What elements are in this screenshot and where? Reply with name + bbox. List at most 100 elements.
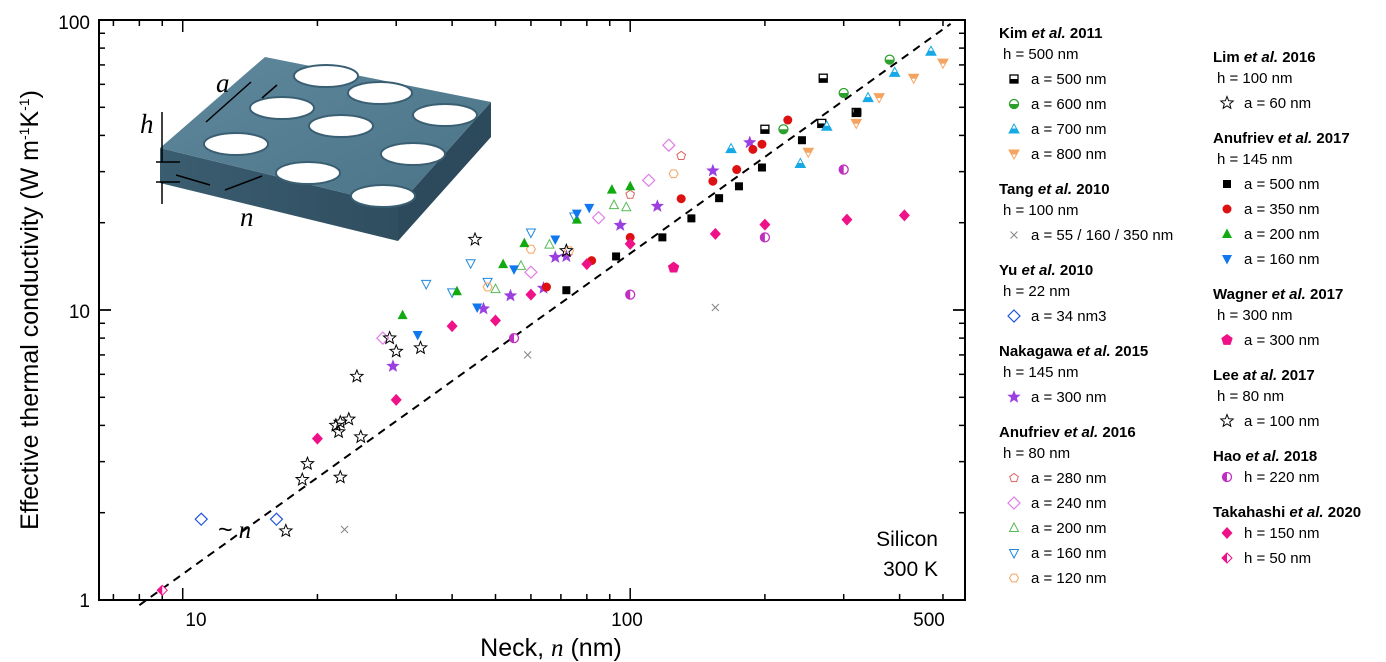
legend-marker [1221, 471, 1233, 483]
material-label: Silicon [876, 528, 938, 551]
data-point [563, 246, 575, 256]
data-point [925, 45, 937, 56]
data-point [794, 157, 807, 169]
data-point [341, 411, 357, 426]
y-tick-label-10: 10 [69, 302, 90, 323]
legend-marker [1008, 149, 1020, 161]
trend-line [138, 23, 952, 606]
data-point [340, 525, 349, 534]
data-point [467, 231, 483, 246]
data-point [446, 320, 458, 333]
data-point [332, 469, 348, 484]
legend-marker [1010, 231, 1018, 239]
data-point [420, 279, 432, 290]
data-point [156, 584, 168, 597]
data-point [612, 252, 621, 261]
data-point [748, 144, 758, 154]
legend-group-subtitle: h = 100 nm [1217, 70, 1292, 87]
legend-marker [1008, 521, 1020, 532]
legend-marker [1008, 122, 1020, 134]
legend-group-title: Wagner et al. 2017 [1213, 286, 1343, 303]
legend-entry: a = 700 nm [1031, 121, 1106, 138]
data-point [625, 180, 636, 191]
data-point [548, 250, 562, 263]
legend-group-title: Anufriev et al. 2017 [1213, 130, 1350, 147]
data-point [525, 244, 536, 254]
data-markers [156, 45, 949, 597]
data-point [591, 210, 606, 225]
legend-marker [1222, 255, 1232, 265]
data-point [509, 265, 520, 275]
data-point [451, 285, 462, 296]
data-point [884, 54, 895, 65]
legend-group-subtitle: h = 145 nm [1217, 151, 1292, 168]
data-point [708, 176, 718, 186]
data-point [676, 194, 686, 204]
legend-marker [1008, 573, 1020, 583]
data-point [571, 209, 582, 220]
data-point [608, 199, 620, 210]
legend-marker [1219, 95, 1235, 110]
legend-group-title: Lim et al. 2016 [1213, 49, 1316, 66]
data-point [269, 512, 284, 527]
trend-label: ~ n [218, 516, 251, 544]
data-point [194, 512, 209, 527]
legend-marker [1007, 390, 1021, 403]
data-point [584, 203, 595, 214]
temperature-label: 300 K [883, 558, 938, 581]
data-point [668, 169, 679, 179]
data-point [818, 73, 828, 83]
x-tick-label-100: 100 [611, 610, 643, 631]
data-point [734, 182, 743, 191]
data-point [650, 199, 664, 212]
data-point [386, 359, 400, 372]
data-point [797, 136, 806, 145]
legend-group-title: Kim et al. 2011 [999, 25, 1102, 42]
data-point [278, 523, 294, 538]
data-point [759, 218, 771, 231]
legend-marker [1009, 472, 1019, 483]
data-point [525, 288, 537, 301]
data-point [898, 209, 910, 222]
legend-entry: a = 200 nm [1031, 520, 1106, 537]
data-point [760, 124, 770, 134]
data-point [476, 301, 491, 315]
legend-entry: h = 220 nm [1244, 469, 1319, 486]
data-point [625, 189, 636, 199]
legend-marker [1221, 552, 1233, 564]
data-point [524, 265, 538, 280]
data-point [888, 66, 901, 77]
data-point [606, 184, 617, 194]
data-point [490, 283, 501, 294]
data-point [349, 368, 365, 383]
data-point [472, 303, 483, 314]
legend-entry: a = 500 nm [1244, 176, 1319, 193]
data-point [311, 432, 323, 445]
data-point [581, 258, 593, 271]
data-point [853, 108, 862, 117]
data-point [299, 455, 315, 471]
y-axis-title: Effective thermal conductivity (W m-1K-1… [16, 90, 44, 530]
legend: Kim et al. 2011 h = 500 nm a = 500 nm a = 6… [999, 25, 1361, 587]
data-point [559, 249, 573, 263]
legend-marker [1221, 334, 1233, 345]
data-point [353, 429, 369, 444]
legend-entry: a = 600 nm [1031, 96, 1106, 113]
legend-group-title: Tang et al. 2010 [999, 181, 1110, 198]
data-point [759, 232, 771, 243]
legend-entry: a = 120 nm [1031, 570, 1106, 587]
data-point [332, 414, 348, 429]
data-point [732, 165, 742, 175]
x-tick-label-10: 10 [185, 610, 206, 631]
legend-marker [1222, 228, 1232, 238]
data-point [331, 424, 347, 439]
inset-label-n: n [240, 202, 254, 232]
legend-entry: a = 240 nm [1031, 495, 1106, 512]
data-point [862, 91, 874, 103]
inset-label-a: a [216, 68, 230, 98]
data-point [465, 259, 476, 270]
legend-entry: a = 280 nm [1031, 470, 1106, 487]
inset-label-h: h [140, 109, 154, 139]
data-point [558, 242, 574, 258]
